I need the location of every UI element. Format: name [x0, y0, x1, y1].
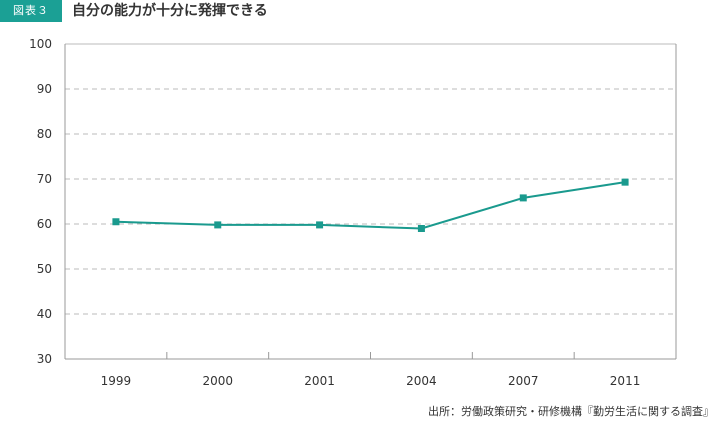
- x-tick-label: 2004: [406, 374, 437, 388]
- data-point: [519, 194, 527, 202]
- figure-badge: 図表３: [0, 0, 62, 22]
- x-tick-label: 2001: [304, 374, 335, 388]
- y-tick-label: 90: [37, 82, 52, 96]
- y-tick-label: 70: [37, 172, 52, 186]
- data-point: [621, 178, 629, 186]
- series-line: [115, 181, 626, 230]
- x-tick-label: 2000: [202, 374, 233, 388]
- y-tick-label: 100: [29, 37, 52, 51]
- y-tick-label: 40: [37, 307, 52, 321]
- data-point: [112, 218, 120, 226]
- y-tick-label: 30: [37, 352, 52, 366]
- y-tick-label: 50: [37, 262, 52, 276]
- source-note: 出所：労働政策研究・研修機構『勤労生活に関する調査』: [428, 405, 714, 418]
- chart-title: 自分の能力が十分に発揮できる: [72, 3, 268, 19]
- x-tick-label: 1999: [101, 374, 132, 388]
- data-point: [417, 225, 425, 232]
- data-point: [214, 221, 222, 229]
- x-tick-label: 2011: [610, 374, 641, 388]
- data-point: [316, 221, 324, 229]
- y-tick-label: 80: [37, 127, 52, 141]
- y-tick-label: 60: [37, 217, 52, 231]
- x-tick-label: 2007: [508, 374, 539, 388]
